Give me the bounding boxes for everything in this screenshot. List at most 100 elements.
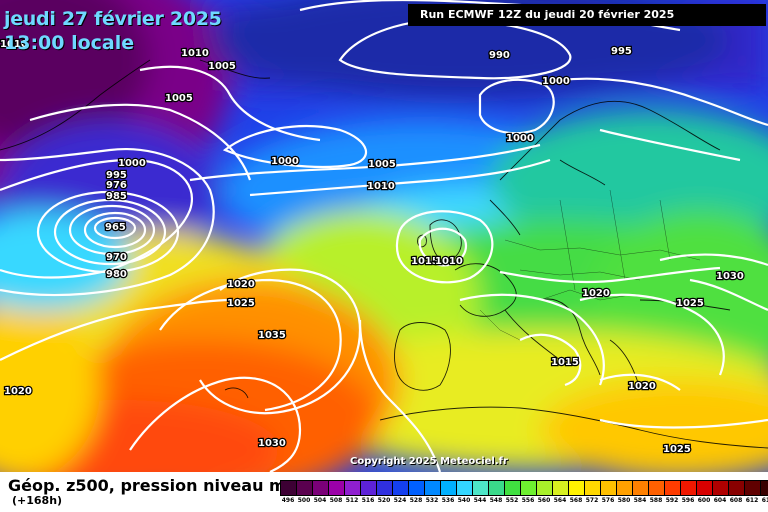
color-scale-step: 608 bbox=[728, 480, 745, 506]
color-scale-step: 600 bbox=[696, 480, 713, 506]
color-swatch bbox=[728, 480, 745, 496]
color-swatch bbox=[744, 480, 761, 496]
color-scale-step: 552 bbox=[504, 480, 521, 506]
color-swatch bbox=[712, 480, 729, 496]
color-scale-label: 596 bbox=[681, 497, 695, 504]
isobar-label: 1000 bbox=[506, 133, 534, 144]
isobar-label: 1010 bbox=[181, 48, 209, 59]
isobar-label: 1010 bbox=[0, 39, 28, 50]
isobar-label: 1015 bbox=[551, 357, 579, 368]
color-scale-label: 616 bbox=[761, 497, 768, 504]
color-scale-step: 500 bbox=[296, 480, 313, 506]
color-swatch bbox=[392, 480, 409, 496]
color-scale-label: 496 bbox=[281, 497, 295, 504]
isobars bbox=[0, 0, 768, 472]
forecast-range: (+168h) bbox=[12, 494, 63, 507]
isobar-label: 1005 bbox=[368, 159, 396, 170]
isobar-label: 1010 bbox=[367, 181, 395, 192]
color-scale-label: 576 bbox=[601, 497, 615, 504]
isobar-label: 980 bbox=[106, 269, 127, 280]
color-scale-label: 508 bbox=[329, 497, 343, 504]
isobar-label: 995 bbox=[611, 46, 632, 57]
isobar-label: 1020 bbox=[582, 288, 610, 299]
color-swatch bbox=[360, 480, 377, 496]
isobar-label: 1000 bbox=[118, 158, 146, 169]
color-scale-step: 604 bbox=[712, 480, 729, 506]
country-borders bbox=[479, 189, 701, 341]
color-swatch bbox=[680, 480, 697, 496]
color-scale-label: 516 bbox=[361, 497, 375, 504]
run-info-banner: Run ECMWF 12Z du jeudi 20 février 2025 bbox=[408, 4, 766, 26]
color-scale-label: 548 bbox=[489, 497, 503, 504]
color-swatch bbox=[424, 480, 441, 496]
color-scale-label: 556 bbox=[521, 497, 535, 504]
color-swatch bbox=[328, 480, 345, 496]
color-scale-step: 544 bbox=[472, 480, 489, 506]
color-scale-step: 556 bbox=[520, 480, 537, 506]
color-scale-label: 604 bbox=[713, 497, 727, 504]
color-scale-step: 520 bbox=[376, 480, 393, 506]
color-swatch bbox=[616, 480, 633, 496]
color-swatch bbox=[456, 480, 473, 496]
isobar-label: 1030 bbox=[258, 438, 286, 449]
color-scale-label: 612 bbox=[745, 497, 759, 504]
color-scale-label: 564 bbox=[553, 497, 567, 504]
copyright-notice: Copyright 2025 Meteociel.fr bbox=[350, 456, 508, 467]
forecast-local-time: 13:00 locale bbox=[4, 32, 135, 54]
isobar-label: 1025 bbox=[676, 298, 704, 309]
color-scale-step: 576 bbox=[600, 480, 617, 506]
color-scale-label: 544 bbox=[473, 497, 487, 504]
isobar-label: 1025 bbox=[227, 298, 255, 309]
isobar-label: 1020 bbox=[227, 279, 255, 290]
color-scale-step: 524 bbox=[392, 480, 409, 506]
map-parameter-title: Géop. z500, pression niveau mer bbox=[8, 476, 305, 495]
isobar-label: 985 bbox=[106, 191, 127, 202]
color-swatch bbox=[696, 480, 713, 496]
color-scale-step: 592 bbox=[664, 480, 681, 506]
forecast-date: jeudi 27 février 2025 bbox=[4, 8, 222, 30]
color-scale-step: 504 bbox=[312, 480, 329, 506]
color-swatch bbox=[584, 480, 601, 496]
isobar-label: 1035 bbox=[258, 330, 286, 341]
geopotential-field bbox=[0, 0, 768, 472]
color-swatch bbox=[488, 480, 505, 496]
color-swatch bbox=[600, 480, 617, 496]
color-scale-step: 596 bbox=[680, 480, 697, 506]
isobar-label: 1005 bbox=[165, 93, 193, 104]
color-scale-step: 584 bbox=[632, 480, 649, 506]
color-swatch bbox=[664, 480, 681, 496]
color-scale-step: 580 bbox=[616, 480, 633, 506]
isobar-label: 1020 bbox=[628, 381, 656, 392]
isobar-labels: 1010 1005 1005 1000 995 976 985 965 970 … bbox=[0, 38, 745, 457]
color-swatch bbox=[568, 480, 585, 496]
color-swatch bbox=[760, 480, 768, 496]
color-scale-label: 520 bbox=[377, 497, 391, 504]
color-swatch bbox=[536, 480, 553, 496]
color-scale-label: 592 bbox=[665, 497, 679, 504]
legend-footer: Géop. z500, pression niveau mer (+168h) … bbox=[0, 472, 768, 512]
color-scale-label: 532 bbox=[425, 497, 439, 504]
color-swatch bbox=[472, 480, 489, 496]
color-scale-step: 548 bbox=[488, 480, 505, 506]
isobar-label: 976 bbox=[106, 180, 127, 191]
color-scale-step: 588 bbox=[648, 480, 665, 506]
coastlines bbox=[0, 59, 768, 449]
color-swatch bbox=[440, 480, 457, 496]
color-scale-label: 528 bbox=[409, 497, 423, 504]
map-canvas: 1010 1005 1005 1000 995 976 985 965 970 … bbox=[0, 0, 768, 472]
color-scale-label: 568 bbox=[569, 497, 583, 504]
isobar-label: 1020 bbox=[4, 386, 32, 397]
color-scale-label: 584 bbox=[633, 497, 647, 504]
color-scale-step: 612 bbox=[744, 480, 761, 506]
color-scale-label: 504 bbox=[313, 497, 327, 504]
color-swatch bbox=[552, 480, 569, 496]
color-scale-label: 536 bbox=[441, 497, 455, 504]
color-scale-label: 512 bbox=[345, 497, 359, 504]
color-scale-label: 540 bbox=[457, 497, 471, 504]
color-swatch bbox=[296, 480, 313, 496]
isobar-label: 1030 bbox=[716, 271, 744, 282]
color-scale-label: 552 bbox=[505, 497, 519, 504]
isobar-label: 990 bbox=[489, 50, 510, 61]
isobar-label: 965 bbox=[105, 222, 126, 233]
color-scale-label: 580 bbox=[617, 497, 631, 504]
